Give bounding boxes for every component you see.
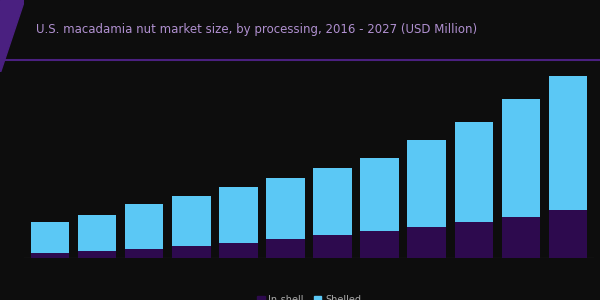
Bar [78, 250, 116, 258]
Bar [31, 222, 69, 253]
Bar [407, 227, 446, 258]
Legend: In-shell, Shelled: In-shell, Shelled [253, 291, 365, 300]
Bar [125, 249, 163, 258]
Bar [502, 99, 540, 217]
Bar [407, 140, 446, 227]
Bar [313, 168, 352, 235]
Bar [361, 158, 399, 231]
Bar [31, 253, 69, 258]
Bar [266, 239, 305, 258]
Bar [172, 196, 211, 246]
Text: U.S. macadamia nut market size, by processing, 2016 - 2027 (USD Million): U.S. macadamia nut market size, by proce… [36, 23, 477, 37]
Bar [313, 235, 352, 258]
Polygon shape [0, 0, 24, 72]
Bar [455, 222, 493, 258]
Bar [266, 178, 305, 239]
Bar [361, 231, 399, 258]
Bar [172, 246, 211, 258]
Bar [502, 217, 540, 258]
Bar [549, 210, 587, 258]
Bar [125, 205, 163, 249]
Bar [549, 76, 587, 210]
Bar [219, 243, 257, 258]
Bar [78, 214, 116, 250]
Bar [455, 122, 493, 222]
Bar [219, 187, 257, 243]
